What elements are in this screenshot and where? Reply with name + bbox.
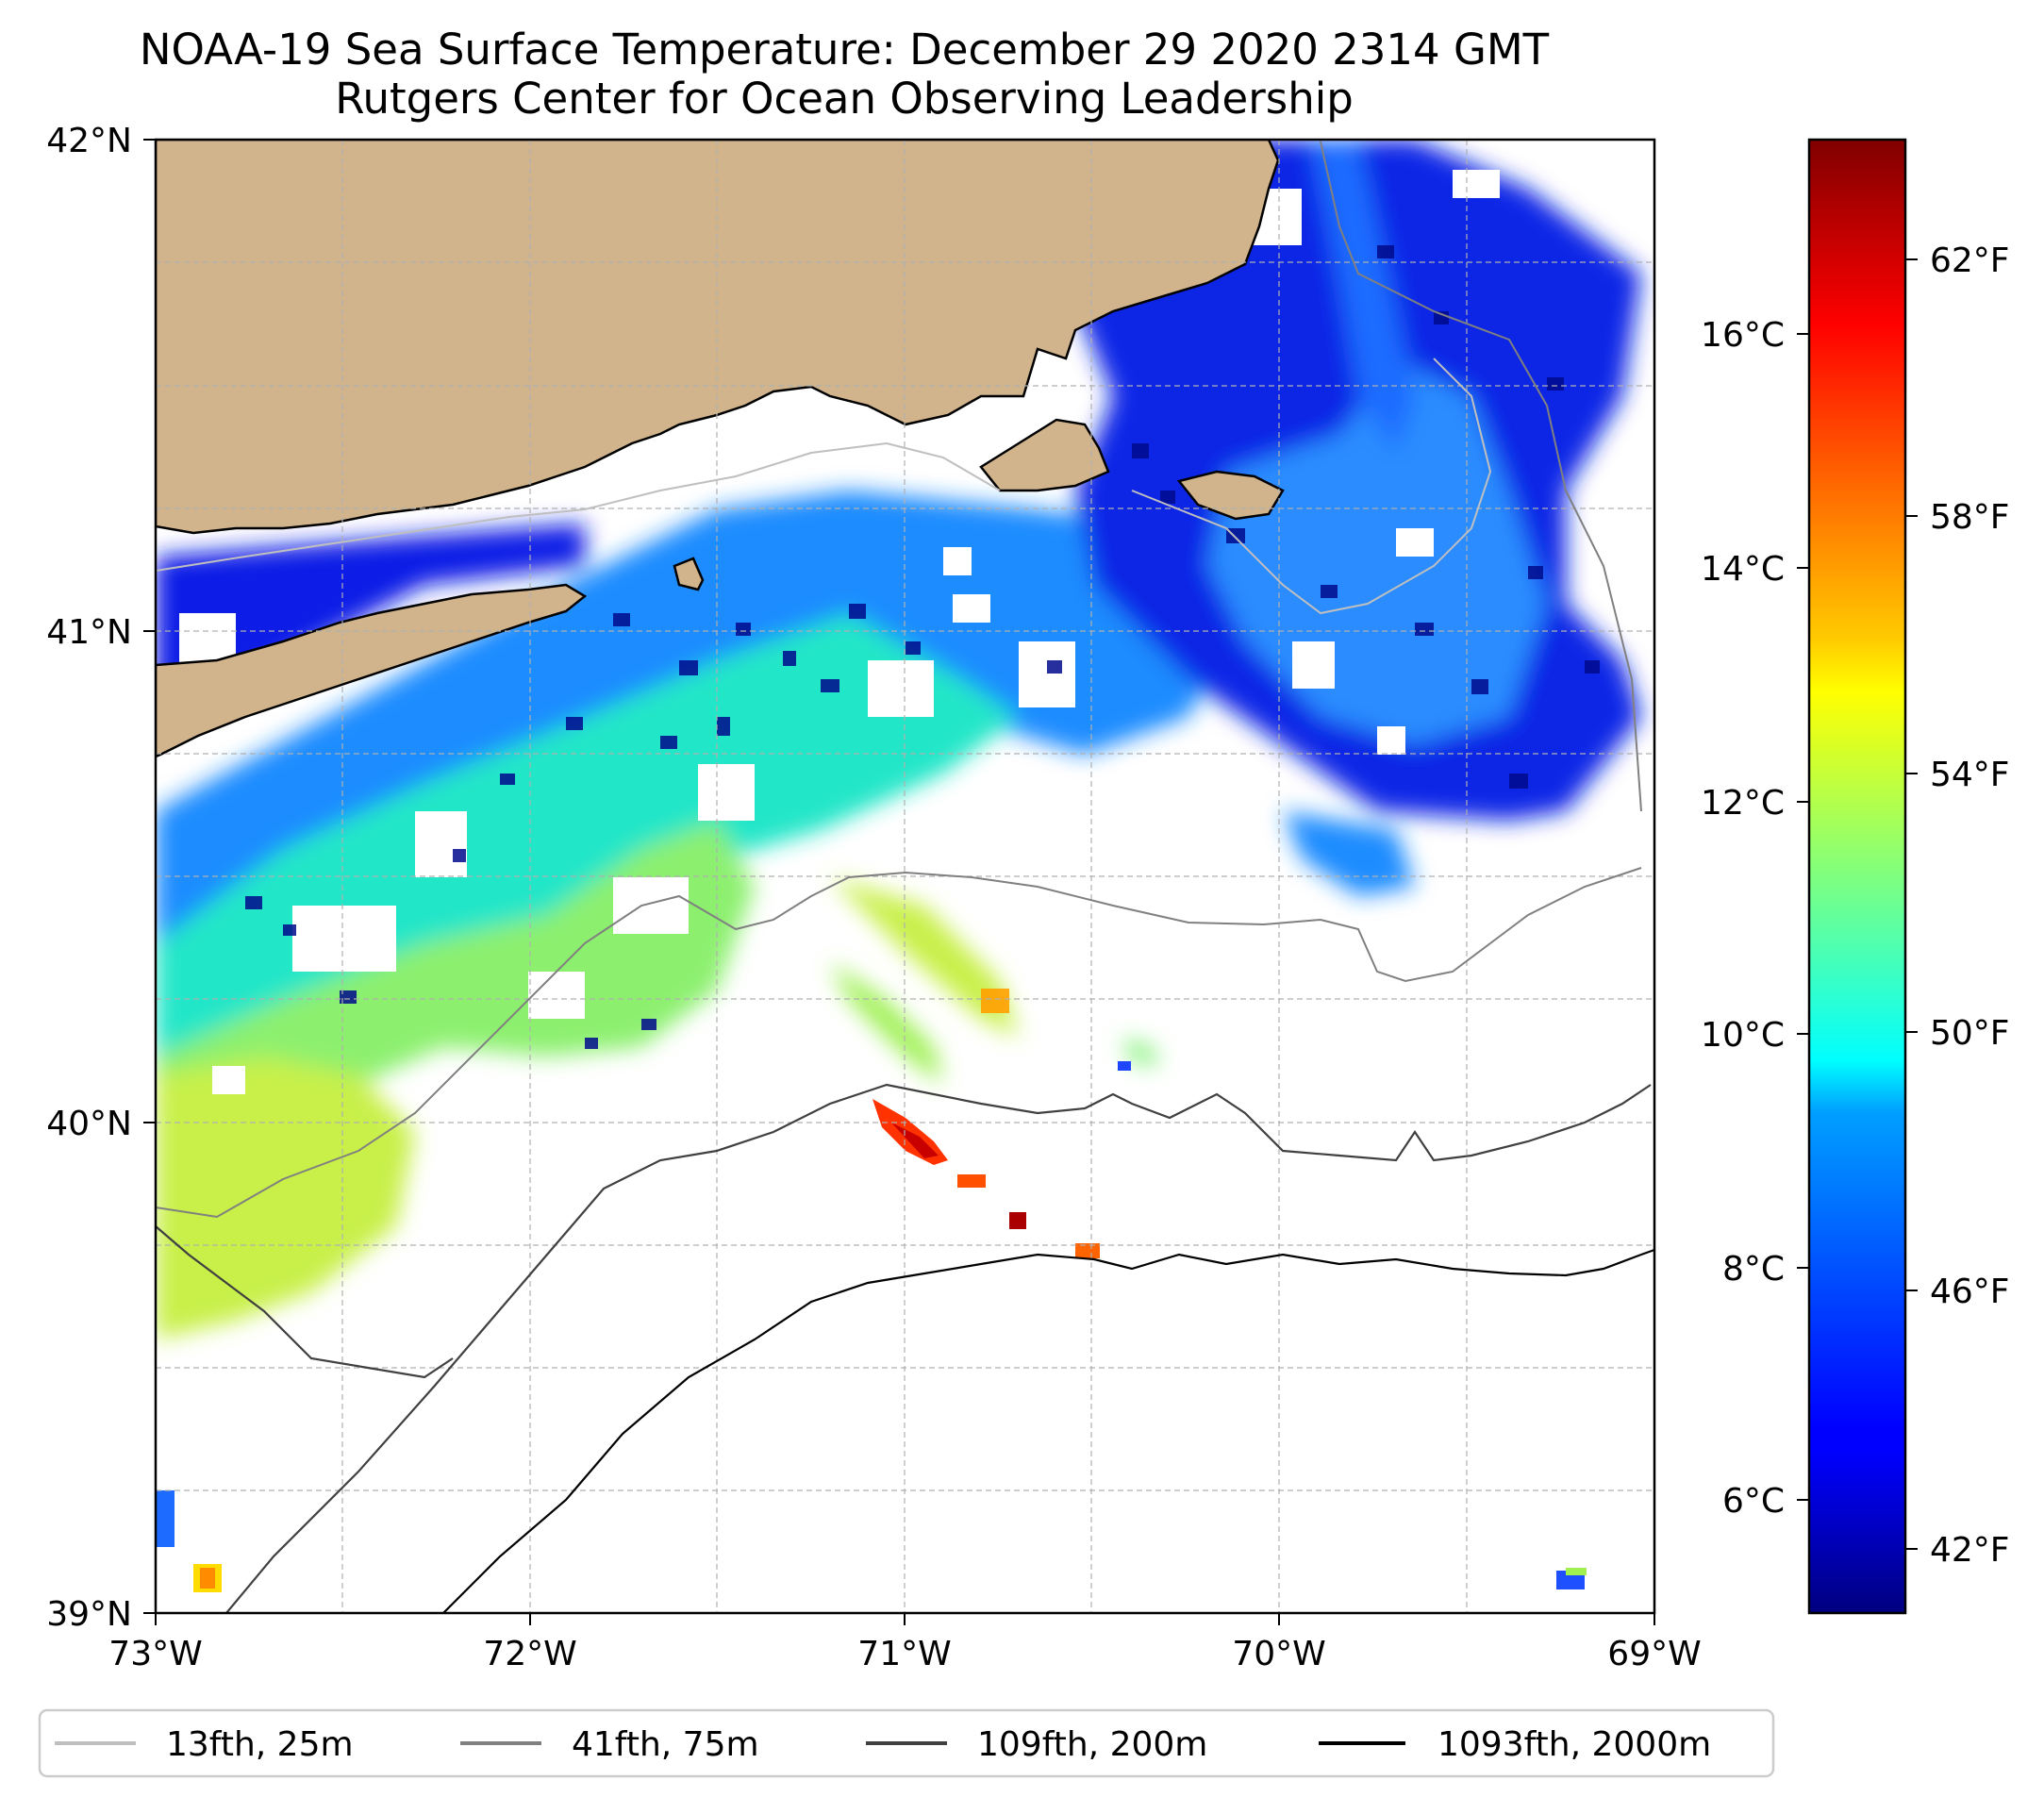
lat-label-42: 42°N (46, 122, 132, 160)
coastline-mainland (156, 140, 1280, 535)
contour-200m (156, 1083, 1652, 1613)
lon-label-73: 73°W (108, 1635, 202, 1673)
celsius-label-16: 16°C (1701, 316, 1785, 355)
celsius-label-12: 12°C (1701, 784, 1785, 823)
lon-label-70: 70°W (1232, 1635, 1325, 1673)
fahrenheit-label-58: 58°F (1930, 498, 2010, 537)
land-layer (156, 140, 1285, 758)
lon-label-69: 69°W (1607, 1635, 1701, 1673)
lat-label-40: 40°N (46, 1105, 132, 1143)
lat-label-39: 39°N (46, 1595, 132, 1634)
fahrenheit-label-42: 42°F (1930, 1531, 2010, 1570)
lon-label-72: 72°W (483, 1635, 576, 1673)
fahrenheit-label-46: 46°F (1930, 1273, 2010, 1311)
warm-sst-patches (156, 989, 1587, 1592)
map-title: NOAA-19 Sea Surface Temperature: Decembe… (139, 25, 1550, 75)
lat-label-41: 41°N (46, 613, 132, 652)
legend-label-25m: 13fth, 25m (166, 1725, 354, 1764)
legend-label-75m: 41fth, 75m (572, 1725, 759, 1764)
legend-label-200m: 109fth, 200m (977, 1725, 1207, 1764)
fahrenheit-label-62: 62°F (1930, 241, 2010, 280)
contour-2000m (442, 1248, 1654, 1613)
contour-25m (156, 358, 1492, 615)
map-subtitle: Rutgers Center for Ocean Observing Leade… (335, 74, 1354, 124)
colorbar-gradient (1807, 138, 1907, 1615)
lat-ticks (143, 139, 156, 1614)
dark-pixel-speckles (245, 245, 1600, 1049)
celsius-label-8: 8°C (1722, 1250, 1785, 1289)
colorbar: 16°C 14°C 12°C 10°C 8°C 6°C 62°F 58°F 54… (1701, 138, 2010, 1615)
lon-label-71: 71°W (857, 1635, 951, 1673)
contour-legend: 13fth, 25m 41fth, 75m 109fth, 200m 1093f… (38, 1708, 1775, 1778)
fahrenheit-label-54: 54°F (1930, 756, 2010, 794)
legend-label-2000m: 1093fth, 2000m (1437, 1725, 1711, 1764)
block-island (673, 557, 705, 591)
gridlines (156, 140, 1654, 1613)
marthas-vineyard (979, 418, 1110, 492)
map-area (156, 140, 1654, 1613)
sst-data-layer (156, 140, 1641, 1339)
fahrenheit-label-50: 50°F (1930, 1014, 2010, 1053)
contour-75m (156, 141, 1642, 1219)
long-island (156, 583, 588, 758)
celsius-label-10: 10°C (1701, 1016, 1785, 1055)
nantucket (1176, 470, 1285, 521)
celsius-label-14: 14°C (1701, 550, 1785, 589)
lon-ticks (155, 1613, 1655, 1625)
celsius-label-6: 6°C (1722, 1482, 1785, 1521)
